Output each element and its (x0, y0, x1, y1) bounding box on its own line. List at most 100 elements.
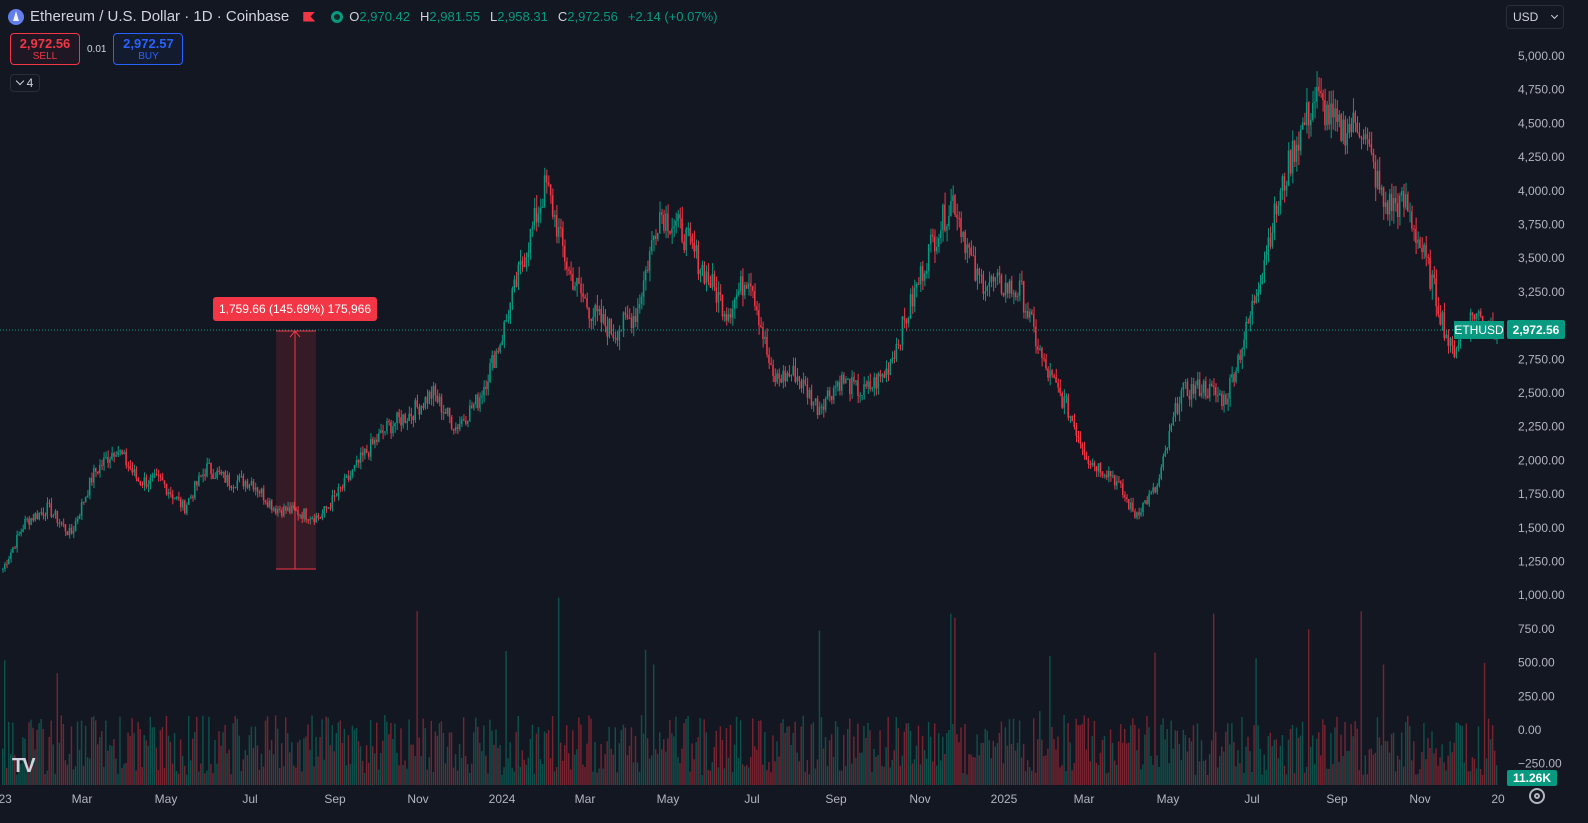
volume-bar (958, 742, 960, 785)
candle-body (885, 368, 887, 378)
candle-body (1364, 134, 1366, 140)
volume-bar (897, 727, 899, 785)
candle-body (264, 500, 267, 503)
indicators-toggle-button[interactable]: 4 (10, 74, 40, 92)
volume-bar (877, 754, 879, 785)
volume-bar (1085, 749, 1088, 785)
candle-body (1245, 321, 1247, 340)
candle-body (442, 412, 445, 414)
candle-body (1083, 448, 1085, 455)
settings-gear-icon[interactable] (1529, 788, 1545, 804)
volume-bar (606, 741, 608, 785)
candle-body (1033, 314, 1035, 327)
volume-bar (574, 754, 576, 785)
candle-body (1128, 499, 1130, 510)
price-tick-label: 4,750.00 (1518, 83, 1565, 97)
candle-body (592, 317, 594, 321)
candle-body (1368, 139, 1371, 145)
price-axis[interactable]: 5,000.004,750.004,500.004,250.004,000.00… (1518, 49, 1565, 771)
buy-button[interactable]: 2,972.57 BUY (113, 33, 184, 65)
candle-body (509, 302, 511, 320)
volume-bar (640, 715, 643, 785)
price-tick-label: 2,750.00 (1518, 352, 1565, 366)
time-tick-label: May (1157, 792, 1180, 806)
candle-body (1095, 466, 1098, 472)
candle-body (788, 372, 790, 377)
volume-bar (1326, 768, 1328, 785)
volume-bar (418, 737, 420, 785)
candle-body (869, 381, 871, 389)
candle-body (804, 379, 807, 385)
volume-bar (1077, 725, 1079, 785)
candle-body (634, 316, 637, 322)
volume-bar (774, 761, 776, 785)
volume-bar (54, 773, 56, 785)
volume-bar (855, 757, 857, 785)
measure-tool[interactable]: 1,759.66 (145.69%) 175,966 (213, 297, 377, 570)
volume-bar (335, 733, 337, 785)
candle-body (618, 331, 621, 341)
volume-bar (727, 757, 730, 785)
volume-bar (616, 772, 618, 785)
candle-body (687, 228, 689, 230)
volume-bar (1485, 758, 1488, 785)
candle-body (747, 283, 750, 289)
candle-body (499, 344, 501, 352)
volume-bar (376, 722, 378, 785)
volume-bar (1079, 725, 1081, 785)
candle-body (1477, 311, 1480, 314)
candle-body (640, 296, 643, 304)
candle-body (1113, 475, 1116, 486)
volume-bar (1146, 715, 1148, 785)
volume-bar (1425, 759, 1427, 785)
candle-body (210, 462, 212, 474)
candle-body (1018, 280, 1021, 296)
volume-bar (1243, 772, 1245, 785)
volume-bar (578, 717, 580, 785)
candle-body (1020, 280, 1023, 282)
candle-body (283, 506, 285, 516)
candle-body (1117, 481, 1120, 483)
volume-bar (954, 617, 956, 785)
volume-bar (317, 756, 319, 785)
candle-body (826, 390, 829, 399)
volume-bar (960, 727, 962, 785)
volume-bar (861, 752, 863, 785)
volume-bar (1144, 734, 1146, 785)
symbol-title[interactable]: Ethereum / U.S. Dollar · 1D · Coinbase (30, 8, 290, 25)
candle-body (171, 494, 174, 499)
volume-bar (798, 761, 800, 785)
candle-body (1259, 284, 1261, 293)
candle-body (849, 378, 851, 395)
volume-bar (832, 757, 835, 785)
volume-bar (26, 768, 28, 785)
candle-body (855, 380, 857, 382)
candle-body (456, 427, 459, 430)
candle-body (454, 427, 457, 431)
time-axis[interactable]: '23MarMayJulSepNov2024MarMayJulSepNov202… (0, 792, 1505, 806)
volume-bar (202, 715, 204, 785)
candle-body (103, 457, 105, 466)
flag-icon[interactable] (303, 11, 316, 22)
price-label-value: 2,972.56 (1513, 323, 1560, 337)
volume-bar (471, 763, 473, 785)
volume-bar (36, 729, 38, 785)
sell-button[interactable]: 2,972.56 SELL (10, 33, 80, 65)
volume-bar (68, 753, 71, 785)
candle-body (256, 487, 259, 492)
candle-body (594, 305, 596, 318)
volume-bar (159, 730, 162, 785)
candle-body (408, 413, 410, 422)
candle-body (485, 386, 487, 390)
candle-body (1079, 436, 1081, 444)
volume-bar (18, 766, 20, 785)
volume-bar (315, 736, 317, 785)
volume-bar (778, 756, 780, 785)
time-tick-label: Nov (1409, 792, 1430, 806)
tradingview-logo[interactable]: TV (12, 755, 36, 777)
candle-body (1293, 140, 1296, 162)
volume-bar (760, 720, 762, 785)
currency-select[interactable]: USD (1506, 5, 1564, 29)
volume-bar (996, 742, 999, 785)
